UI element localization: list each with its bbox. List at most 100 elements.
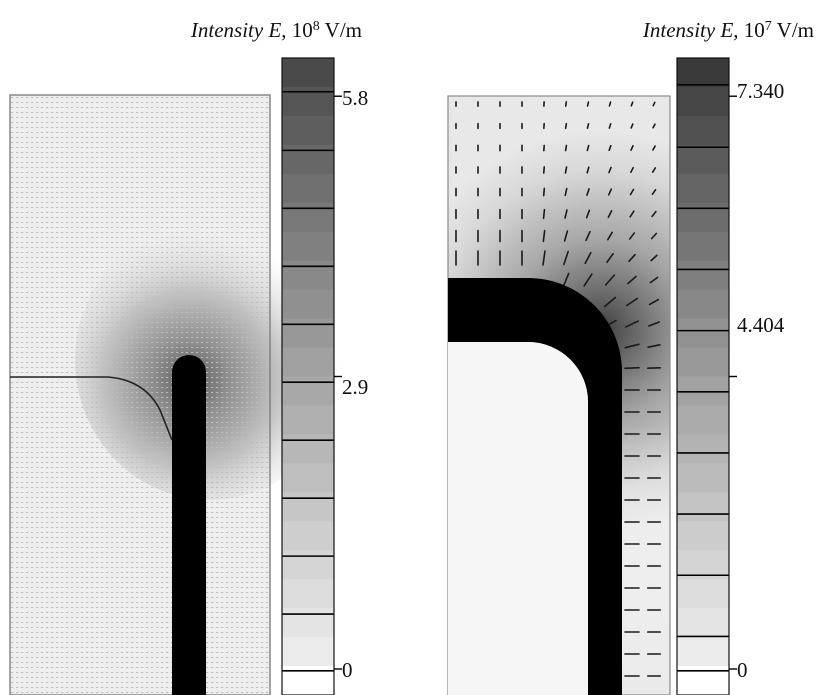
field-vector-arrow: [627, 275, 637, 285]
right-electrode: [448, 278, 622, 695]
right-electrode-interior: [448, 342, 588, 695]
left-colorbar-band: [282, 579, 334, 609]
left-colorbar-tick-mid: 2.9: [342, 375, 369, 399]
field-vector-arrow: [651, 167, 657, 173]
field-vector-arrow: [647, 343, 661, 349]
field-vector-arrow: [586, 123, 590, 129]
left-colorbar-band: [282, 637, 334, 667]
right-colorbar-band: [677, 579, 729, 609]
left-colorbar-band: [282, 231, 334, 262]
field-vector-arrow: [647, 321, 661, 327]
left-colorbar-band: [282, 405, 334, 435]
field-vector-arrow: [630, 123, 634, 129]
field-vector-arrow: [583, 273, 593, 287]
right-colorbar-band: [677, 318, 729, 349]
right-colorbar-band: [677, 115, 729, 146]
field-vector-arrow: [584, 251, 592, 265]
right-colorbar-band: [677, 637, 729, 667]
left-colorbar-title: Intensity E, 108 V/m: [190, 18, 362, 42]
right-colorbar-band: [677, 521, 729, 551]
right-colorbar-tick-min: 0: [737, 658, 748, 682]
left-title-unit: V/m: [324, 18, 362, 42]
left-colorbar-band: [282, 318, 334, 349]
left-colorbar-band: [282, 260, 334, 291]
left-colorbar-band: [282, 434, 334, 464]
left-colorbar-band: [282, 289, 334, 320]
field-vector-arrow: [563, 250, 569, 266]
field-vector-arrow: [652, 145, 656, 151]
left-colorbar-tick-max: 5.8: [342, 86, 369, 110]
field-vector-arrow: [606, 252, 614, 264]
field-vector-arrow: [586, 101, 590, 107]
right-title-symbol: Intensity E: [642, 18, 734, 42]
field-vector-arrow: [542, 187, 546, 197]
field-vector-arrow: [564, 122, 568, 130]
right-colorbar-band: [677, 58, 729, 88]
field-vector-arrow: [649, 276, 659, 284]
right-colorbar-band: [677, 434, 729, 464]
field-vector-arrow: [630, 101, 634, 107]
field-vector-arrow: [629, 188, 635, 196]
left-domain-border: [9, 94, 271, 695]
right-colorbar-band: [677, 608, 729, 638]
field-vector-arrow: [564, 166, 568, 174]
left-colorbar: [281, 57, 342, 695]
field-vector-arrow: [650, 254, 658, 262]
left-interface-line: [10, 376, 173, 441]
field-vector-arrow: [542, 229, 546, 243]
left-title-base: 10: [291, 18, 313, 42]
left-colorbar-band: [282, 376, 334, 406]
field-vector-arrow: [564, 101, 568, 107]
field-vector-arrow: [608, 123, 612, 129]
right-title-unit: V/m: [776, 18, 814, 42]
field-vector-arrow: [586, 144, 590, 152]
field-vector-arrow: [624, 343, 640, 349]
left-needle-electrode: [172, 355, 206, 695]
left-colorbar-band: [282, 347, 334, 377]
right-colorbar-band: [677, 231, 729, 262]
right-field-plot: [447, 57, 737, 695]
right-colorbar-band: [677, 347, 729, 377]
field-vector-arrow: [607, 188, 613, 196]
field-vector-arrow: [586, 166, 590, 174]
field-vector-arrow: [651, 210, 657, 218]
field-vector-arrow: [652, 101, 656, 107]
right-colorbar-band: [677, 289, 729, 320]
field-vector-arrow: [542, 208, 546, 220]
left-colorbar-band: [282, 144, 334, 175]
field-vector-arrow: [608, 101, 612, 107]
right-colorbar-band: [677, 86, 729, 117]
field-vector-arrow: [630, 166, 634, 174]
left-vector-grid: [10, 95, 270, 695]
field-vector-arrow: [564, 144, 568, 152]
right-colorbar-tick-mid: 4.404: [737, 313, 785, 337]
right-colorbar: [676, 57, 737, 695]
field-vector-arrow: [564, 187, 568, 197]
right-colorbar-band: [677, 463, 729, 493]
field-vector-arrow: [650, 232, 658, 240]
right-title-base: 10: [743, 18, 765, 42]
field-vector-arrow: [562, 272, 570, 288]
left-title-exponent: 8: [312, 19, 320, 34]
left-colorbar-band: [282, 463, 334, 493]
right-colorbar-band: [677, 405, 729, 435]
right-colorbar-band: [677, 260, 729, 291]
field-vector-arrow: [648, 298, 660, 306]
left-colorbar-band: [282, 202, 334, 233]
right-colorbar-title: Intensity E, 107 V/m: [642, 18, 814, 42]
field-vector-arrow: [607, 209, 613, 219]
field-vector-arrow: [564, 209, 568, 219]
right-colorbar-band: [677, 202, 729, 233]
field-vector-arrow: [585, 230, 591, 242]
field-vector-arrow: [628, 253, 636, 263]
right-panel: Intensity E, 107 V/m: [430, 0, 816, 695]
left-colorbar-band: [282, 608, 334, 638]
field-vector-arrow: [651, 188, 657, 196]
field-vector-arrow: [563, 230, 569, 242]
field-vector-arrow: [603, 296, 617, 308]
right-colorbar-band: [677, 173, 729, 204]
field-vector-arrow: [608, 166, 612, 174]
left-panel: Intensity E, 108 V/m: [0, 0, 400, 695]
left-field-plot: [9, 57, 345, 695]
field-vector-arrow: [628, 232, 636, 240]
